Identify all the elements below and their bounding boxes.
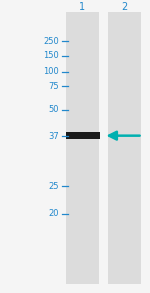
Text: 150: 150 bbox=[44, 51, 59, 60]
Text: 25: 25 bbox=[49, 182, 59, 190]
Text: 20: 20 bbox=[49, 209, 59, 218]
Text: 2: 2 bbox=[121, 2, 128, 12]
Bar bbox=[108, 12, 141, 284]
Text: 100: 100 bbox=[44, 67, 59, 76]
Text: 250: 250 bbox=[44, 37, 59, 45]
Text: 1: 1 bbox=[80, 2, 85, 12]
Text: 50: 50 bbox=[49, 105, 59, 114]
Text: 75: 75 bbox=[49, 82, 59, 91]
Bar bbox=[66, 132, 100, 139]
Bar bbox=[66, 12, 99, 284]
Text: 37: 37 bbox=[48, 132, 59, 141]
